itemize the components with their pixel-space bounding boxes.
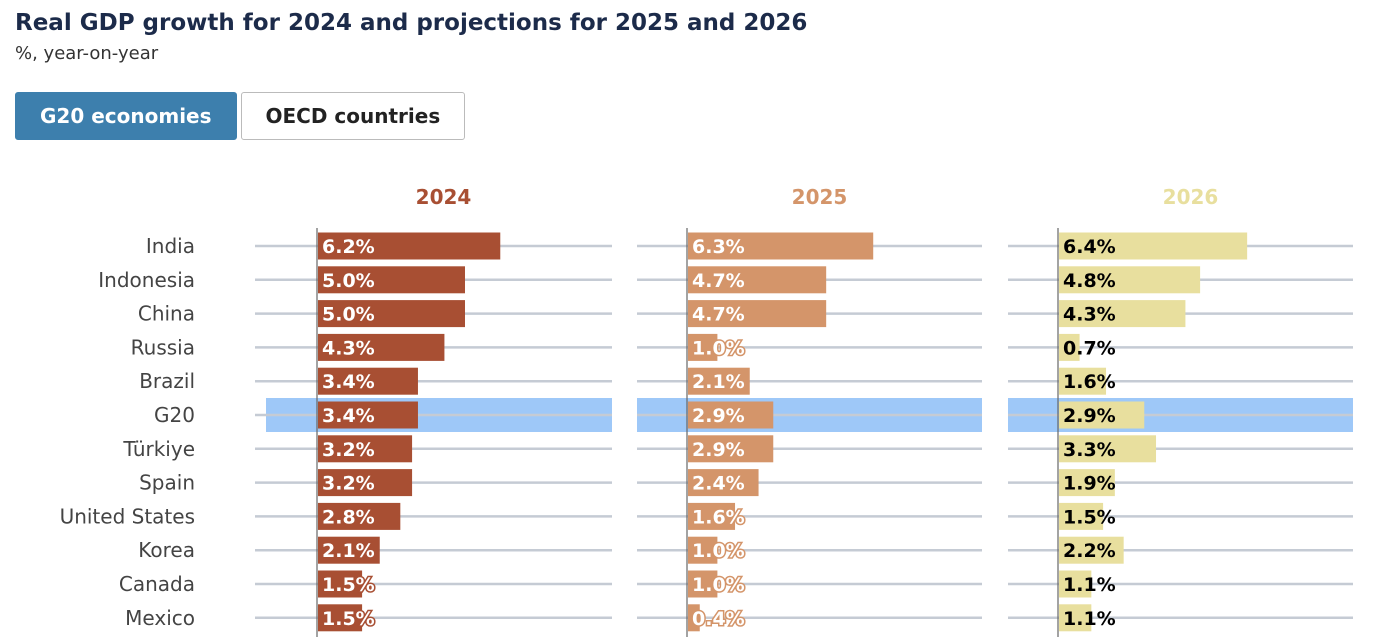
bar-2026	[1059, 333, 1080, 361]
bar-2024	[318, 232, 501, 260]
chart-title: Real GDP growth for 2024 and projections…	[15, 10, 808, 36]
bar-2026	[1059, 266, 1201, 294]
data-label: 1.5%	[322, 608, 375, 630]
data-label: 2.8%	[322, 506, 375, 528]
category-label: United States	[60, 504, 195, 528]
data-label: 4.3%	[322, 337, 375, 359]
category-label: Korea	[138, 538, 195, 562]
data-label: 4.7%	[692, 304, 745, 326]
tab-oecd-countries[interactable]: OECD countries	[240, 92, 466, 140]
category-label: Canada	[119, 572, 195, 596]
bar-2026	[1059, 502, 1104, 530]
data-label: 1.1%	[1063, 574, 1116, 596]
series-header-2026: 2026	[1163, 185, 1219, 209]
data-label: 1.0%	[692, 540, 745, 562]
data-label: 2.9%	[1063, 405, 1116, 427]
data-label: 1.0%	[692, 337, 745, 359]
bar-2025	[688, 401, 774, 429]
data-label: 1.5%	[1063, 506, 1116, 528]
category-label: Russia	[131, 335, 195, 359]
data-label: 3.2%	[322, 473, 375, 495]
category-label: Türkiye	[122, 437, 195, 461]
bar-2025	[688, 367, 750, 395]
category-label: India	[146, 234, 195, 258]
data-label: 1.9%	[1063, 473, 1116, 495]
data-label: 2.1%	[692, 371, 745, 393]
data-label: 2.1%	[322, 540, 375, 562]
bar-2026	[1059, 570, 1092, 598]
data-label: 0.4%	[692, 608, 745, 630]
data-label: 4.8%	[1063, 270, 1116, 292]
bar-2025	[688, 266, 827, 294]
bar-2026	[1059, 401, 1145, 429]
data-label: 3.3%	[1063, 439, 1116, 461]
bar-2026	[1059, 435, 1157, 463]
tab-g20-economies[interactable]: G20 economies	[15, 92, 237, 140]
bar-2025	[688, 435, 774, 463]
bar-2024	[318, 333, 445, 361]
bar-2026	[1059, 367, 1107, 395]
bar-2026	[1059, 604, 1092, 632]
series-header-2025: 2025	[792, 185, 848, 209]
bar-2024	[318, 536, 380, 564]
bar-2025	[688, 333, 718, 361]
bar-2025	[688, 570, 718, 598]
data-label: 2.9%	[692, 405, 745, 427]
data-label: 3.4%	[322, 405, 375, 427]
data-label: 0.7%	[1063, 337, 1116, 359]
data-label: 1.6%	[692, 506, 745, 528]
data-label: 1.0%	[692, 574, 745, 596]
bar-2024	[318, 502, 401, 530]
data-label: 4.7%	[692, 270, 745, 292]
data-label: 6.4%	[1063, 236, 1116, 258]
data-label: 3.2%	[322, 439, 375, 461]
category-label: Brazil	[139, 369, 195, 393]
tab-bar: G20 economies OECD countries	[15, 92, 469, 140]
bar-2026	[1059, 232, 1248, 260]
category-label: Spain	[139, 471, 195, 495]
category-label: China	[138, 302, 195, 326]
data-label: 4.3%	[1063, 304, 1116, 326]
bar-2024	[318, 604, 363, 632]
data-label: 1.1%	[1063, 608, 1116, 630]
bar-2025	[688, 604, 700, 632]
data-label: 1.5%	[322, 574, 375, 596]
bar-2026	[1059, 536, 1124, 564]
bar-2024	[318, 435, 413, 463]
bar-2024	[318, 401, 418, 429]
data-label: 6.3%	[692, 236, 745, 258]
bar-2025	[688, 300, 827, 328]
data-label: 2.2%	[1063, 540, 1116, 562]
bar-2024	[318, 367, 418, 395]
bar-2025	[688, 232, 874, 260]
category-label: Mexico	[125, 606, 195, 630]
data-label: 1.6%	[1063, 371, 1116, 393]
data-label: 5.0%	[322, 270, 375, 292]
chart-subtitle: %, year-on-year	[15, 43, 159, 64]
bar-2025	[688, 502, 736, 530]
bar-2025	[688, 536, 718, 564]
bar-2026	[1059, 469, 1115, 497]
data-label: 6.2%	[322, 236, 375, 258]
bar-2024	[318, 469, 413, 497]
category-label: G20	[154, 403, 195, 427]
bar-2024	[318, 266, 465, 294]
data-label: 2.4%	[692, 473, 745, 495]
data-label: 5.0%	[322, 304, 375, 326]
data-label: 2.9%	[692, 439, 745, 461]
bar-2024	[318, 570, 363, 598]
category-label: Indonesia	[98, 268, 195, 292]
data-label: 3.4%	[322, 371, 375, 393]
bar-2025	[688, 469, 759, 497]
series-header-2024: 2024	[416, 185, 472, 209]
bar-2026	[1059, 300, 1186, 328]
bar-2024	[318, 300, 465, 328]
